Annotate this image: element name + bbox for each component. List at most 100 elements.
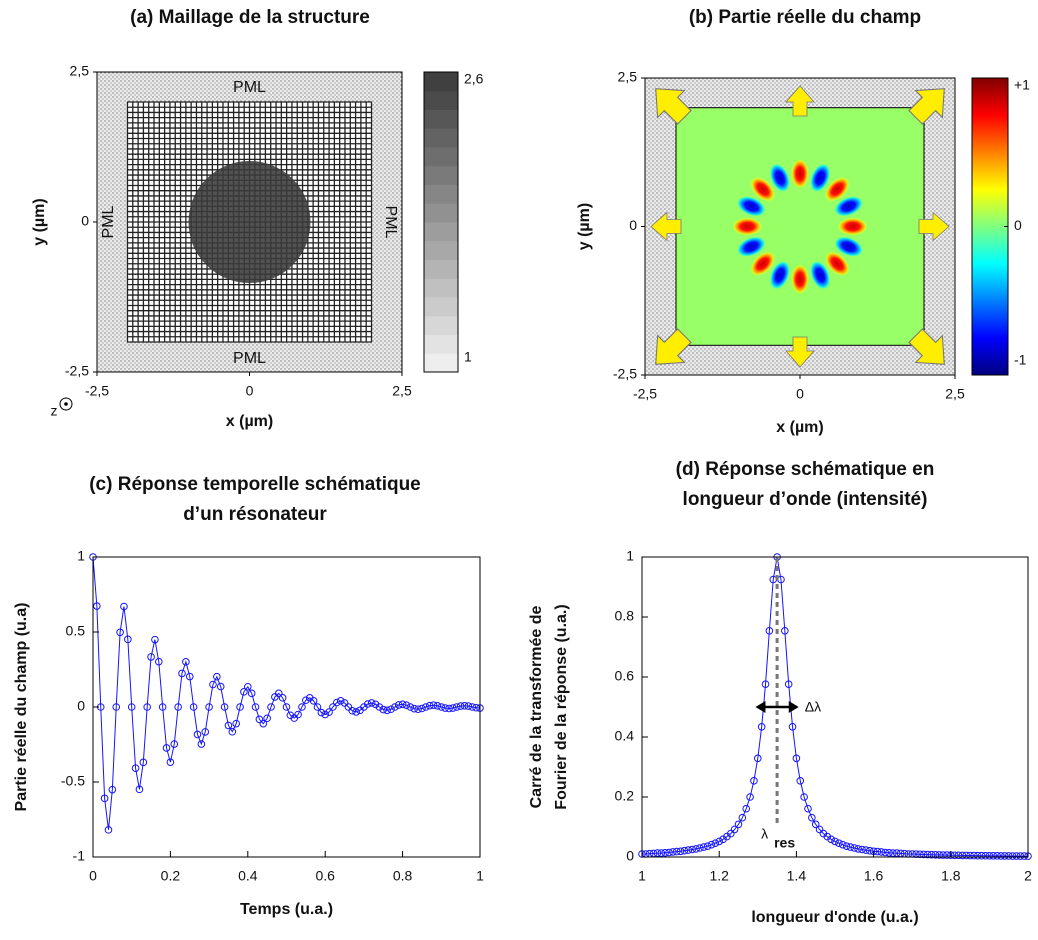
y-tick-label: 0 — [629, 217, 637, 233]
data-marker — [950, 851, 959, 860]
data-marker — [993, 852, 1001, 860]
resonator-disk — [188, 161, 311, 283]
data-marker — [997, 852, 1005, 860]
y-tick-label: 1 — [77, 548, 85, 564]
data-marker — [765, 627, 774, 635]
field-lobe — [837, 217, 868, 236]
data-marker — [711, 839, 720, 848]
colorbar-step — [424, 334, 458, 354]
data-marker — [429, 701, 438, 710]
data-marker — [665, 848, 673, 857]
data-marker — [379, 705, 388, 714]
field-lobe — [750, 176, 776, 202]
data-marker — [970, 851, 978, 860]
colorbar-step — [424, 203, 458, 223]
data-marker — [672, 847, 681, 856]
colorbar-step — [424, 109, 458, 129]
x-tick-label: -2,5 — [85, 383, 109, 399]
data-marker — [309, 697, 318, 705]
y-axis-label: y (µm) — [576, 203, 593, 250]
data-marker — [842, 842, 851, 851]
x-tick-label: 1 — [476, 868, 484, 884]
data-marker — [962, 851, 971, 860]
axes-frame — [641, 556, 1029, 858]
data-marker — [363, 700, 372, 708]
x-tick-label: 0 — [246, 383, 254, 399]
data-marker — [375, 703, 384, 711]
x-tick-label: 2,5 — [392, 383, 412, 399]
x-tick-label: 1.8 — [941, 868, 961, 884]
data-marker — [236, 703, 244, 711]
data-marker — [754, 754, 762, 763]
x-tick-label: 0 — [89, 868, 97, 884]
y-tick-label: 1 — [626, 548, 634, 564]
data-marker — [750, 777, 758, 785]
data-marker — [827, 835, 835, 844]
data-marker — [661, 849, 669, 857]
data-marker — [197, 740, 206, 748]
y-axis-label: y (µm) — [31, 198, 48, 245]
data-marker — [220, 703, 229, 711]
chart-title: (d) Réponse schématique en — [676, 459, 935, 480]
data-marker — [680, 846, 689, 855]
colorbar-step — [424, 259, 458, 279]
pml-label: PML — [233, 79, 266, 96]
data-marker — [274, 689, 283, 698]
data-marker — [174, 703, 182, 711]
data-marker — [892, 849, 901, 857]
data-marker — [1016, 852, 1025, 860]
data-marker — [464, 702, 473, 710]
data-marker — [437, 703, 446, 711]
data-marker — [788, 723, 797, 731]
data-marker — [935, 851, 944, 859]
data-marker — [302, 696, 310, 705]
data-marker — [367, 699, 376, 707]
data-marker — [981, 851, 990, 860]
outgoing-arrow — [655, 328, 692, 365]
y-tick-label: -2,5 — [613, 366, 637, 382]
data-marker — [746, 793, 754, 801]
data-marker — [800, 793, 808, 801]
resonance-sub: res — [774, 835, 795, 851]
data-marker — [131, 764, 140, 773]
data-marker — [873, 847, 882, 856]
data-marker — [120, 602, 128, 611]
data-marker — [267, 703, 275, 711]
data-marker — [352, 708, 360, 716]
field-lobe — [824, 251, 850, 277]
data-marker — [449, 704, 457, 712]
data-marker — [402, 701, 411, 710]
data-marker — [135, 785, 144, 794]
data-marker — [213, 672, 221, 681]
colorbar-step — [424, 184, 458, 204]
data-marker — [923, 850, 932, 859]
data-marker — [815, 825, 824, 834]
data-marker — [425, 701, 434, 710]
data-marker — [804, 804, 812, 813]
data-marker — [100, 794, 109, 803]
outgoing-arrow — [650, 211, 682, 242]
data-marker — [989, 852, 998, 860]
y-tick-label: -1 — [73, 848, 86, 864]
data-marker — [657, 849, 666, 857]
x-tick-label: 1.6 — [864, 868, 884, 884]
data-marker — [147, 653, 155, 661]
data-marker — [104, 826, 113, 834]
data-marker — [182, 658, 190, 666]
data-marker — [263, 714, 271, 723]
data-marker — [216, 682, 225, 691]
y-tick-label: 0.2 — [615, 788, 635, 804]
y-tick-label: 0 — [626, 848, 634, 864]
colorbar-step — [424, 240, 458, 260]
x-tick-label: 1.2 — [709, 868, 729, 884]
data-marker — [406, 703, 415, 711]
colorbar-tick-label: -1 — [1014, 352, 1027, 368]
colorbar — [971, 77, 1009, 376]
colorbar-step — [424, 315, 458, 335]
field-lobe — [769, 163, 790, 193]
data-marker — [460, 702, 469, 710]
colorbar-tick-label: 2,6 — [464, 71, 484, 87]
data-marker — [719, 835, 727, 844]
data-marker — [703, 842, 712, 851]
